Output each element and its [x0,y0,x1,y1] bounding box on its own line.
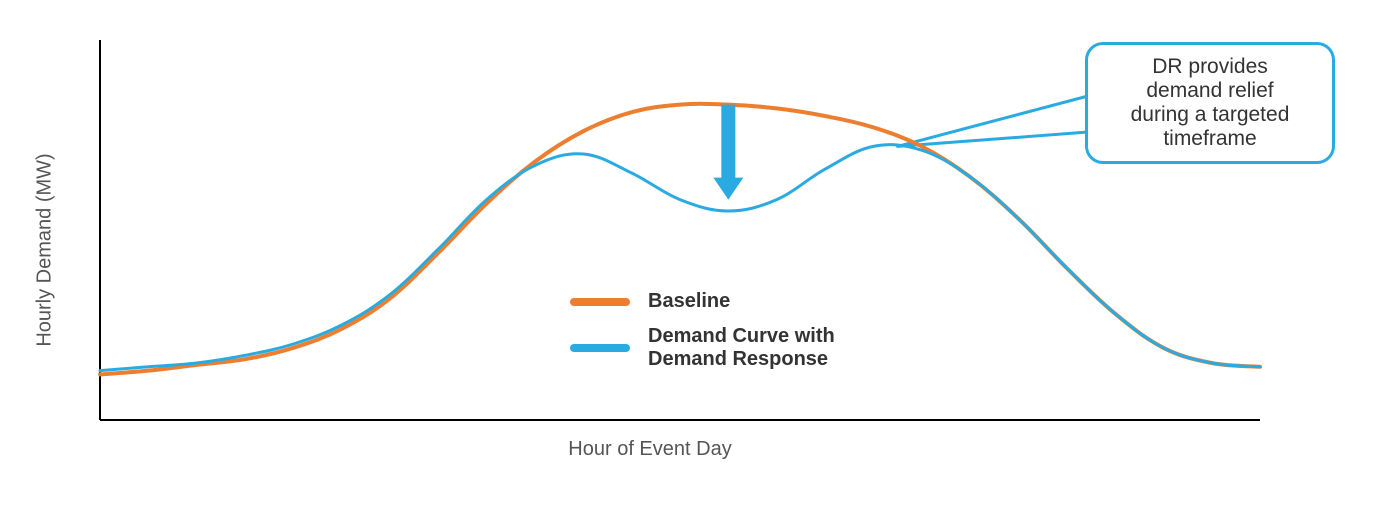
callout-pointer [898,96,1089,146]
legend-label: Baseline [648,290,730,313]
demand-relief-arrow [713,105,743,200]
callout-box: DR providesdemand reliefduring a targete… [1085,42,1335,164]
legend-item-baseline: Baseline [570,290,835,313]
chart-container: Hourly Demand (MW) Hour of Event Day Bas… [0,0,1400,505]
x-axis-label: Hour of Event Day [568,438,731,461]
y-axis-label: Hourly Demand (MW) [34,153,57,346]
callout-text: DR providesdemand reliefduring a targete… [1131,55,1290,150]
legend-swatch [570,298,630,306]
legend-label: Demand Curve withDemand Response [648,325,835,371]
legend-item-demand-response: Demand Curve withDemand Response [570,325,835,371]
legend-swatch [570,344,630,352]
legend: Baseline Demand Curve withDemand Respons… [570,290,835,371]
